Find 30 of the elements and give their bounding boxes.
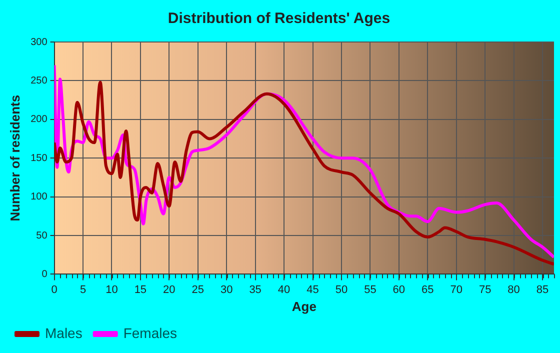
- x-tick-label: 25: [192, 284, 204, 296]
- x-tick-label: 85: [536, 284, 549, 296]
- x-tick-label: 40: [278, 284, 290, 296]
- y-tick-label: 300: [30, 36, 48, 48]
- y-axis-title: Number of residents: [7, 94, 22, 222]
- x-tick-label: 50: [335, 284, 348, 296]
- y-tick-label: 200: [30, 114, 48, 126]
- x-tick-label: 15: [134, 284, 147, 296]
- x-tick-label: 0: [51, 284, 58, 296]
- x-tick-label: 75: [478, 284, 492, 296]
- chart-title: Distribution of Residents' Ages: [168, 10, 390, 28]
- x-tick-label: 30: [220, 284, 233, 296]
- x-tick-label: 60: [392, 284, 406, 296]
- legend-label: Males: [45, 324, 82, 341]
- x-axis-title: Age: [292, 298, 316, 314]
- y-tick-label: 0: [42, 268, 48, 280]
- x-tick-label: 20: [163, 284, 176, 296]
- x-tick-label: 65: [422, 284, 434, 296]
- x-tick-label: 35: [249, 284, 262, 296]
- x-tick-label: 5: [80, 284, 86, 296]
- x-tick-label: 10: [106, 284, 118, 296]
- x-tick-label: 55: [364, 284, 376, 296]
- y-tick-label: 150: [30, 152, 48, 164]
- y-tick-label: 50: [36, 230, 48, 242]
- y-tick-label: 100: [30, 192, 48, 203]
- x-tick-label: 70: [450, 284, 462, 296]
- x-tick-label: 45: [306, 284, 319, 296]
- x-tick-label: 80: [508, 284, 520, 296]
- y-tick-label: 250: [30, 75, 48, 86]
- legend-label: Females: [123, 324, 178, 341]
